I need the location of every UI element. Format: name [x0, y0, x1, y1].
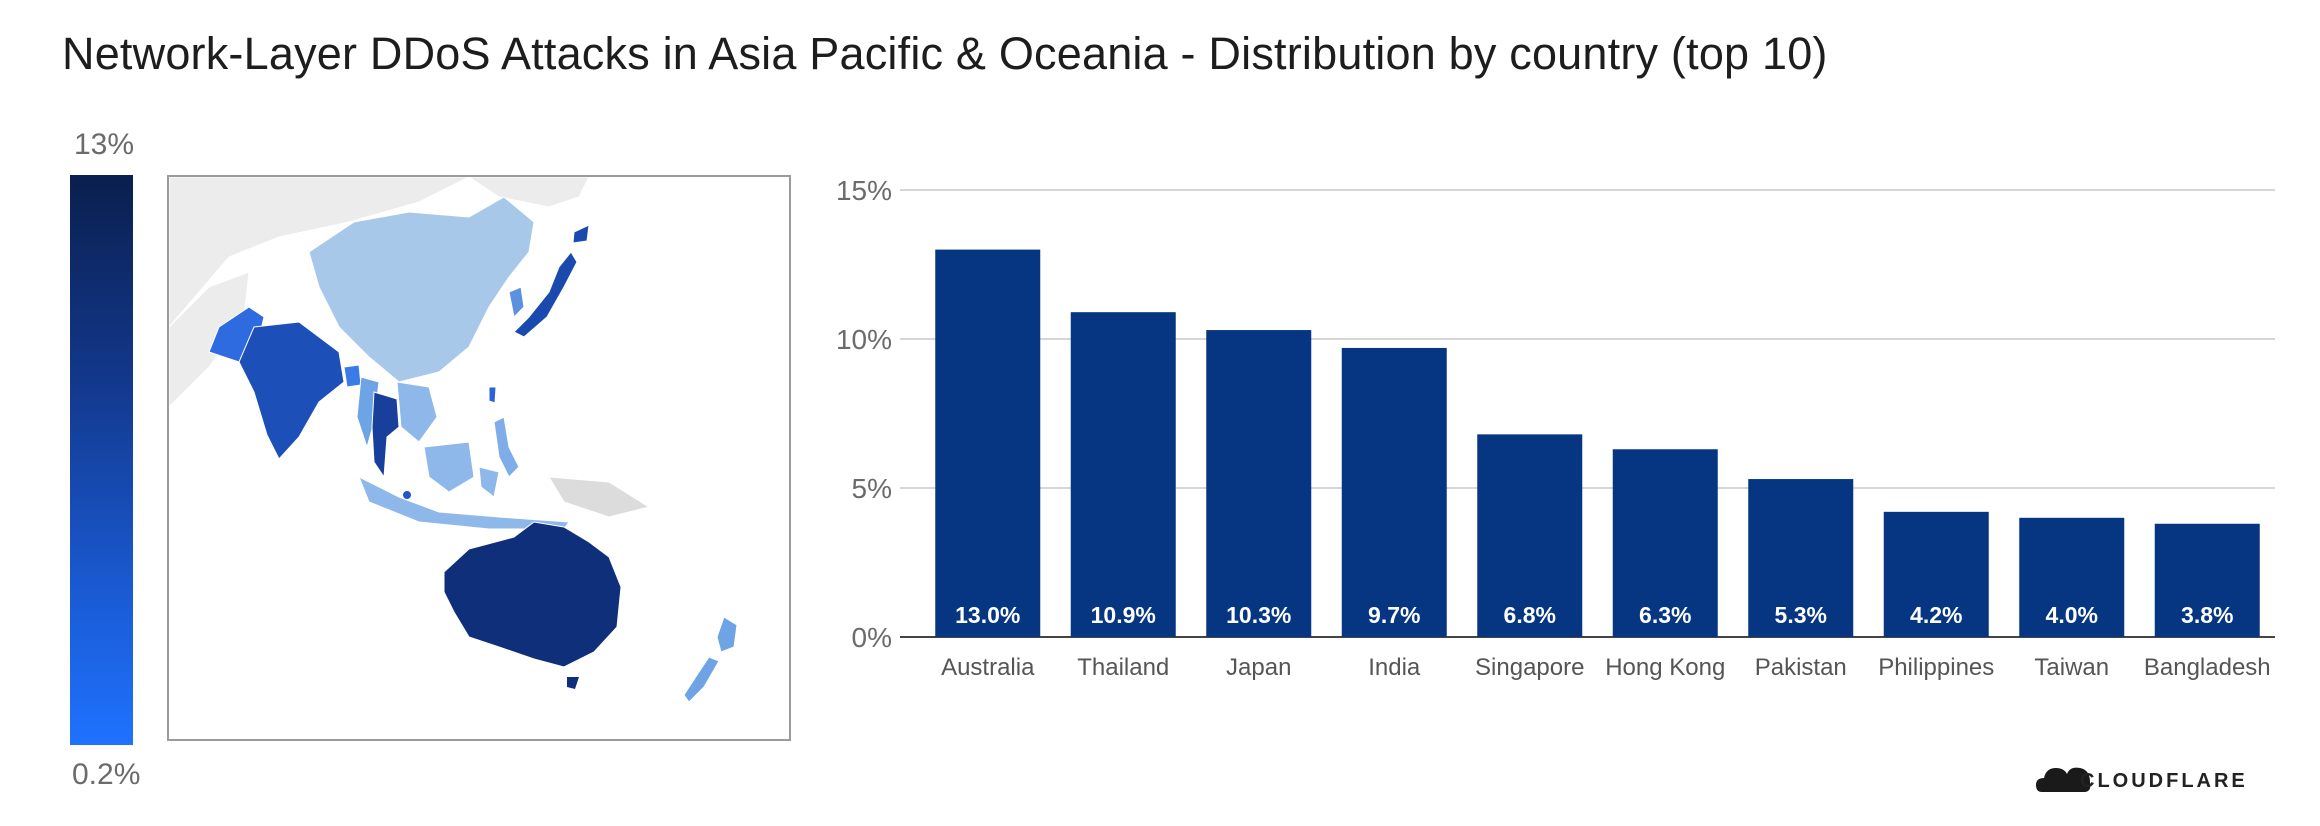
category-label: Hong Kong — [1605, 654, 1725, 681]
map-region-singapore — [403, 491, 411, 499]
category-label: Thailand — [1077, 654, 1169, 681]
map-svg — [169, 177, 738, 703]
choropleth-map — [167, 175, 791, 741]
map-land-background — [468, 177, 590, 208]
category-label: Pakistan — [1755, 654, 1847, 681]
map-region-sulawesi — [478, 466, 500, 498]
map-region-philippines — [493, 416, 520, 478]
bar-value-label: 9.7% — [1368, 602, 1420, 628]
bar-bangladesh — [2154, 523, 2260, 637]
chart-title: Network-Layer DDoS Attacks in Asia Pacif… — [62, 28, 1828, 79]
bar-hong-kong — [1612, 449, 1718, 637]
map-region-indochina — [396, 381, 438, 443]
category-label: India — [1368, 654, 1421, 681]
y-tick-label: 10% — [836, 324, 892, 355]
bar-thailand — [1070, 312, 1176, 637]
bar-singapore — [1477, 434, 1583, 637]
bars — [935, 249, 2260, 637]
map-region-thailand — [371, 391, 400, 479]
map-region-new-zealand — [683, 656, 720, 703]
y-tick-label: 15% — [836, 175, 892, 206]
bar-chart: 0% 5% 10% 15% 13.0% 10.9% 10.3% 9.7% 6.8% 6.3% 5.… — [836, 175, 2275, 681]
bar-india — [1341, 347, 1447, 637]
bar-value-label: 4.0% — [2046, 602, 2098, 628]
cloudflare-cloud-icon — [2036, 767, 2091, 792]
category-label: Singapore — [1475, 654, 1584, 681]
map-region-indonesia — [358, 475, 570, 530]
map-region-new-guinea — [548, 476, 651, 518]
bar-pakistan — [1748, 479, 1854, 637]
bar-japan — [1206, 330, 1312, 637]
map-region-borneo — [423, 441, 475, 493]
legend-max-label: 13% — [74, 128, 135, 161]
bar-value-label: 6.8% — [1504, 602, 1556, 628]
color-scale-legend — [70, 175, 133, 745]
category-label: Philippines — [1878, 654, 1994, 681]
category-label: Japan — [1226, 654, 1291, 681]
category-label: Australia — [941, 654, 1035, 681]
bar-philippines — [1883, 511, 1989, 637]
bar-value-label: 4.2% — [1910, 602, 1962, 628]
brand-logo-text: CLOUDFLARE — [2080, 770, 2248, 792]
category-label: Taiwan — [2034, 654, 2109, 681]
bar-value-label: 3.8% — [2181, 602, 2233, 628]
bar-taiwan — [2019, 517, 2125, 637]
bar-value-label: 10.3% — [1226, 602, 1291, 628]
map-region-korea — [508, 286, 525, 319]
map-region-tasmania — [567, 677, 579, 689]
map-region-india — [238, 321, 345, 460]
bar-value-label: 13.0% — [955, 602, 1020, 628]
map-region-australia — [443, 521, 622, 668]
category-labels: Australia Thailand Japan India Singapore Hong… — [941, 654, 2271, 681]
category-label: Bangladesh — [2144, 654, 2271, 681]
map-region-japan — [513, 251, 578, 338]
bar-value-label: 10.9% — [1091, 602, 1156, 628]
map-region-bangladesh — [343, 364, 362, 388]
value-labels: 13.0% 10.9% 10.3% 9.7% 6.8% 6.3% 5.3% 4.2% 4.0% 3… — [955, 602, 2233, 628]
map-region-taiwan — [488, 386, 497, 404]
bar-value-label: 5.3% — [1775, 602, 1827, 628]
y-tick-label: 0% — [852, 622, 892, 653]
y-axis-ticks: 0% 5% 10% 15% — [836, 175, 892, 653]
map-region-china — [308, 196, 535, 383]
map-region-new-zealand — [716, 616, 738, 653]
y-tick-label: 5% — [852, 473, 892, 504]
legend-min-label: 0.2% — [72, 758, 141, 791]
map-land-background — [169, 177, 470, 328]
map-region-japan — [572, 224, 590, 244]
bar-australia — [935, 249, 1041, 637]
bar-value-label: 6.3% — [1639, 602, 1691, 628]
